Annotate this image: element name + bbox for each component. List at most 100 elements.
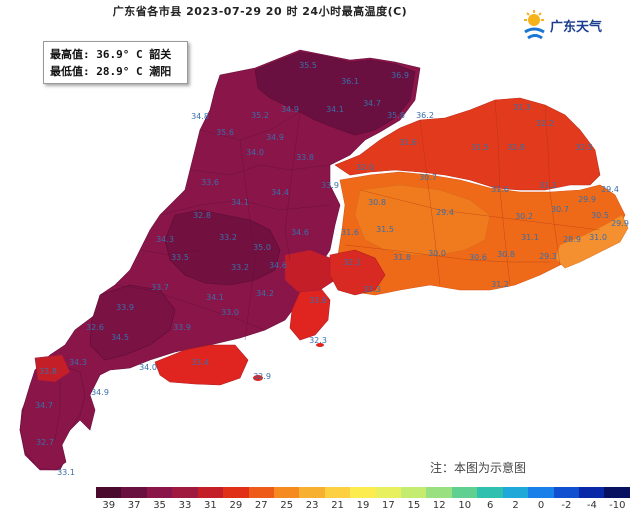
station-temperature-label: 30.8 [368,198,386,207]
station-temperature-label: 33.6 [309,296,327,305]
station-temperature-label: 31.3 [513,103,531,112]
station-temperature-label: 33.7 [151,283,169,292]
station-temperature-label: 30.5 [591,211,609,220]
legend-swatch [502,487,529,498]
station-temperature-label: 34.1 [206,293,224,302]
legend-tick-label: 23 [305,500,319,511]
station-temperature-label: 31.2 [539,181,557,190]
station-temperature-label: 29.9 [578,195,596,204]
legend-tick-label: 12 [432,500,446,511]
station-temperature-label: 34.7 [363,99,381,108]
station-temperature-label: 36.2 [416,111,434,120]
legend-swatch [299,487,325,498]
station-temperature-label: 32.2 [536,119,554,128]
station-temperature-label: 33.9 [116,303,134,312]
legend-swatch [197,487,224,498]
station-temperature-label: 32.9 [253,372,271,381]
legend-tick-label: 15 [407,500,421,511]
legend-tick-label: 29 [229,500,243,511]
station-temperature-label: 31.2 [491,280,509,289]
legend-tick-label: 21 [331,500,344,511]
station-temperature-label: 31.6 [399,138,417,147]
station-temperature-label: 30.0 [428,249,446,258]
map-label-layer: 35.5 36.1 36.9 34.8 35.6 35.2 34.9 34.1 34.7 35.8… [35,61,629,477]
station-temperature-label: 34.5 [111,333,129,342]
legend-swatch [579,487,605,498]
legend-tick-label: 35 [153,500,166,511]
region-sw-coast [154,344,249,386]
station-temperature-label: 34.2 [256,289,274,298]
station-temperature-label: 31.1 [521,233,539,242]
station-temperature-label: 29.3 [539,252,557,261]
legend-tick-label: 19 [356,500,370,511]
east-boundaries [344,99,601,286]
max-label: 最高值: [50,48,90,61]
island-nanao [612,219,624,225]
island-shangchuan [253,375,263,381]
legend-tick-label: 33 [178,500,192,511]
station-temperature-label: 32.7 [36,438,54,447]
min-label: 最低值: [50,65,90,78]
station-temperature-label: 36.1 [341,77,359,86]
station-temperature-label: 30.2 [515,212,533,221]
station-temperature-label: 33.2 [231,263,249,272]
region-north-core [254,51,416,136]
station-temperature-label: 32.6 [86,323,104,332]
island-wanshan [316,343,324,347]
station-temperature-label: 33.8 [39,367,57,376]
legend-swatch [401,487,427,498]
station-temperature-label: 34.6 [291,228,309,237]
station-temperature-label: 29.9 [611,219,629,228]
legend-swatch [350,487,376,498]
legend-tick-label: 37 [127,500,141,511]
legend-tick-label: -10 [609,500,626,511]
max-place: 韶关 [149,48,172,61]
station-temperature-label: 30.6 [469,253,487,262]
sun-cloud-logo-icon [524,10,545,40]
max-value: 36.9° C [96,48,143,61]
legend-ticks: 39 37 35 33 31 29 27 25 23 21 19 17 15 12 10 6 2 0 -2 -4 -10 [96,500,630,514]
max-row: 最高值: 36.9° C 韶关 [50,46,181,63]
station-temperature-label: 34.9 [91,388,109,397]
legend-tick-label: -2 [561,500,572,511]
station-temperature-label: 32.0 [356,163,374,172]
station-temperature-label: 36.9 [391,71,409,80]
station-temperature-label: 34.0 [139,363,157,372]
station-temperature-label: 34.4 [271,188,289,197]
stats-box: 最高值: 36.9° C 韶关 最低值: 28.9° C 潮阳 [43,41,188,84]
station-temperature-label: 34.1 [231,198,249,207]
region-leizhou-tip [34,354,71,383]
station-temperature-label: 31.6 [491,185,509,194]
legend-tick-label: 17 [382,500,395,511]
region-east-red [334,97,601,191]
region-chaoshan [554,214,629,269]
station-temperature-label: 32.8 [193,211,211,220]
region-shenzhen [329,249,386,296]
station-temperature-label: 33.1 [57,468,75,477]
station-temperature-label: 31.8 [393,253,411,262]
station-temperature-label: 33.0 [221,308,239,317]
region-far-west [89,284,176,361]
logo-text: 广东天气 [550,20,603,35]
legend-tick-label: 0 [537,500,545,511]
station-temperature-label: 34.7 [35,401,53,410]
station-temperature-label: 30.7 [551,205,569,214]
station-temperature-label: 35.0 [253,243,271,252]
station-temperature-label: 34.9 [266,133,284,142]
legend-swatch [553,487,580,498]
station-temperature-label: 30.7 [419,173,437,182]
legend-swatch [324,487,351,498]
legend-tick-label: 2 [512,500,519,511]
guangdong-weather-logo: 广东天气 [520,10,635,44]
station-temperature-label: 34.6 [269,261,287,270]
station-temperature-label: 31.6 [341,228,359,237]
station-temperature-label: 32.1 [343,258,361,267]
station-temperature-label: 29.4 [436,208,454,217]
legend-tick-label: 31 [204,500,217,511]
station-temperature-label: 35.5 [299,61,317,70]
temperature-map: 35.5 36.1 36.9 34.8 35.6 35.2 34.9 34.1 34.7 35.8… [19,49,629,477]
station-temperature-label: 34.3 [69,358,87,367]
station-temperature-label: 35.8 [387,111,405,120]
region-central-orange [354,184,491,256]
legend-tick-label: -4 [586,500,597,511]
